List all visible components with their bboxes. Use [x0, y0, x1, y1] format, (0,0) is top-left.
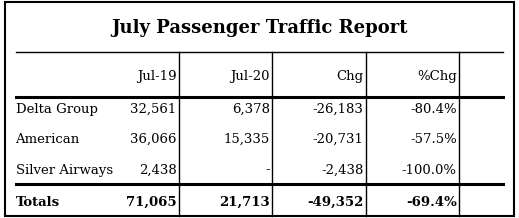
Text: July Passenger Traffic Report: July Passenger Traffic Report: [111, 19, 408, 37]
Text: -57.5%: -57.5%: [410, 133, 457, 146]
Text: 36,066: 36,066: [130, 133, 176, 146]
Text: %Chg: %Chg: [417, 70, 457, 83]
Text: -80.4%: -80.4%: [410, 102, 457, 116]
Text: -2,438: -2,438: [321, 164, 363, 177]
Text: Silver Airways: Silver Airways: [16, 164, 113, 177]
Text: -49,352: -49,352: [307, 196, 363, 209]
Text: -100.0%: -100.0%: [402, 164, 457, 177]
Text: Jul-20: Jul-20: [230, 70, 270, 83]
Text: 2,438: 2,438: [139, 164, 176, 177]
Text: -26,183: -26,183: [312, 102, 363, 116]
Text: -69.4%: -69.4%: [406, 196, 457, 209]
Text: American: American: [16, 133, 80, 146]
Text: Delta Group: Delta Group: [16, 102, 98, 116]
Text: 32,561: 32,561: [130, 102, 176, 116]
Text: 15,335: 15,335: [224, 133, 270, 146]
Text: 71,065: 71,065: [126, 196, 176, 209]
Text: 21,713: 21,713: [219, 196, 270, 209]
Text: Chg: Chg: [336, 70, 363, 83]
Text: -20,731: -20,731: [312, 133, 363, 146]
Text: 6,378: 6,378: [232, 102, 270, 116]
Text: Totals: Totals: [16, 196, 60, 209]
FancyBboxPatch shape: [5, 2, 514, 216]
Text: Jul-19: Jul-19: [137, 70, 176, 83]
Text: -: -: [265, 164, 270, 177]
